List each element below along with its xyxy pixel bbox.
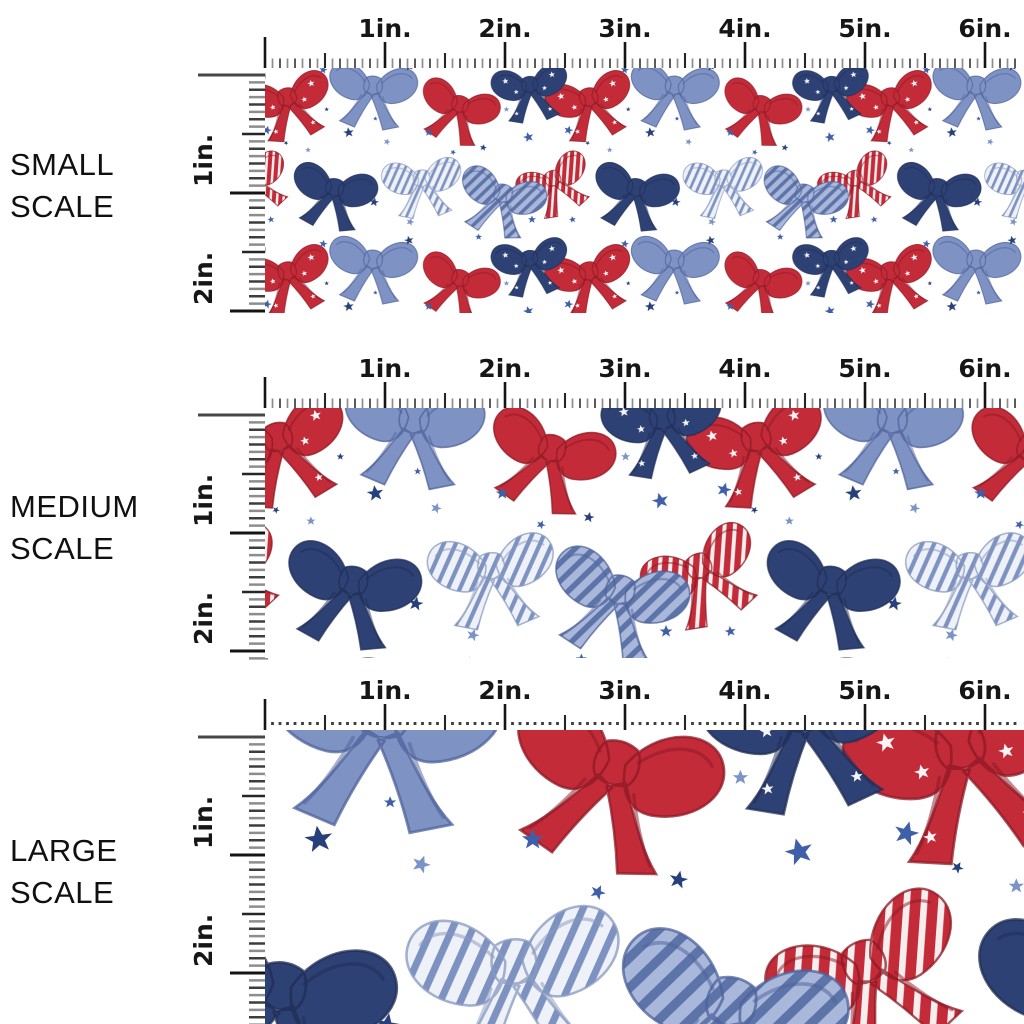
svg-text:6in.: 6in.	[958, 354, 1011, 383]
svg-text:5in.: 5in.	[838, 676, 891, 705]
horizontal-ruler: 1in. 2in. 3in. 4in. 5in. 6in.	[263, 14, 1016, 68]
svg-text:2in.: 2in.	[192, 252, 218, 305]
svg-text:1in.: 1in.	[192, 134, 218, 187]
svg-text:6in.: 6in.	[958, 14, 1011, 43]
svg-text:4in.: 4in.	[718, 676, 771, 705]
fabric-swatch-large	[265, 730, 1024, 1024]
svg-text:1in.: 1in.	[358, 354, 411, 383]
svg-text:1in.: 1in.	[192, 796, 218, 849]
panel-title-small: SMALL SCALE	[10, 144, 114, 228]
svg-text:2in.: 2in.	[192, 592, 218, 645]
panel-title-line1: MEDIUM	[10, 489, 139, 524]
svg-text:3in.: 3in.	[598, 14, 651, 43]
svg-text:2in.: 2in.	[192, 914, 218, 967]
svg-text:5in.: 5in.	[838, 354, 891, 383]
horizontal-ruler: 1in. 2in. 3in. 4in. 5in. 6in.	[263, 676, 1017, 730]
svg-text:4in.: 4in.	[718, 354, 771, 383]
svg-text:3in.: 3in.	[598, 354, 651, 383]
svg-text:3in.: 3in.	[598, 676, 651, 705]
panel-title-line1: LARGE	[10, 833, 118, 868]
panel-title-line2: SCALE	[10, 188, 115, 224]
panel-title-line2: SCALE	[10, 875, 115, 910]
svg-text:6in.: 6in.	[958, 676, 1011, 705]
svg-text:4in.: 4in.	[718, 14, 771, 43]
horizontal-ruler: 1in. 2in. 3in. 4in. 5in. 6in.	[263, 354, 1016, 408]
fabric-swatch-medium	[265, 408, 1024, 658]
fabric-swatch-small	[265, 68, 1024, 313]
svg-text:2in.: 2in.	[478, 354, 531, 383]
vertical-ruler: 1in. 2in.	[192, 413, 268, 660]
svg-text:1in.: 1in.	[192, 474, 218, 527]
svg-text:1in.: 1in.	[358, 14, 411, 43]
svg-text:2in.: 2in.	[478, 676, 531, 705]
svg-text:5in.: 5in.	[838, 14, 891, 43]
panel-title-line1: SMALL	[10, 146, 115, 182]
svg-text:2in.: 2in.	[478, 14, 531, 43]
panel-title-line2: SCALE	[10, 531, 115, 566]
panel-title-medium: MEDIUM SCALE	[10, 486, 139, 570]
vertical-ruler: 1in. 2in.	[192, 73, 268, 313]
panel-title-large: LARGE SCALE	[10, 830, 118, 914]
svg-text:1in.: 1in.	[358, 676, 411, 705]
vertical-ruler: 1in. 2in.	[192, 735, 268, 1024]
